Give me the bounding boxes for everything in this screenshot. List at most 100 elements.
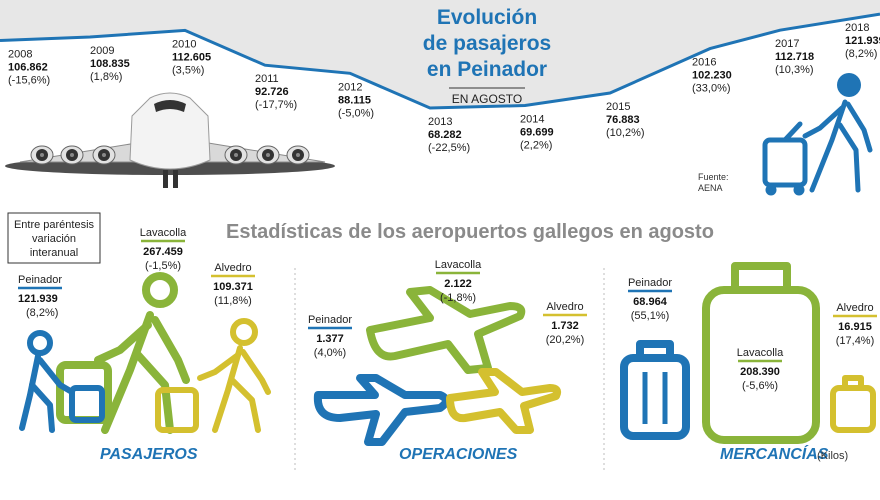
pct-label: (-15,6%) xyxy=(8,74,50,86)
traveller-icon xyxy=(762,73,873,196)
note-box: Entre paréntesis variación interanual xyxy=(7,212,101,264)
engine-icon xyxy=(286,145,310,165)
passengers-pictogram xyxy=(19,272,271,434)
year-label: 2013 xyxy=(428,116,452,128)
year-label: 2018 xyxy=(845,22,869,34)
pct-label: (-5,0%) xyxy=(338,107,374,119)
pct-label: (33,0%) xyxy=(692,83,731,95)
airport-pct: (4,0%) xyxy=(314,347,346,359)
airport-name: Peinador xyxy=(628,277,672,289)
airport-pct: (11,8%) xyxy=(214,295,252,307)
year-label: 2017 xyxy=(775,38,799,50)
airport-name: Lavacolla xyxy=(140,227,187,239)
pct-label: (3,5%) xyxy=(172,64,204,76)
cargo-unit: (Kilos) xyxy=(817,450,848,462)
engine-icon xyxy=(30,145,54,165)
note-line: interanual xyxy=(30,247,78,259)
chart-subtitle: EN AGOSTO xyxy=(452,92,522,106)
value-label: 92.726 xyxy=(255,86,289,98)
value-label: 76.883 xyxy=(606,114,640,126)
airport-value: 109.371 xyxy=(213,281,253,293)
value-label: 112.605 xyxy=(172,51,211,63)
airport-value: 267.459 xyxy=(143,246,183,258)
cockpit-window-icon xyxy=(154,100,186,112)
category-label-passengers: PASAJEROS xyxy=(100,446,198,463)
landing-gear xyxy=(163,170,168,188)
value-label: 121.939 xyxy=(845,35,880,47)
airport-name: Alvedro xyxy=(214,262,251,274)
airport-value: 208.390 xyxy=(740,366,780,378)
note-line: variación xyxy=(32,233,76,245)
airplane-fuselage xyxy=(129,92,211,170)
area-fill xyxy=(0,0,880,108)
year-label: 2008 xyxy=(8,48,32,60)
airport-value: 68.964 xyxy=(633,296,668,308)
airport-stat: Lavacolla 2.122 (-1,8%) xyxy=(435,259,482,304)
stats-section-title: Estadísticas de los aeropuertos gallegos… xyxy=(226,221,714,243)
engines xyxy=(30,145,310,165)
value-label: 68.282 xyxy=(428,129,462,141)
airport-value: 16.915 xyxy=(838,321,872,333)
area-line xyxy=(0,12,880,110)
airport-value: 121.939 xyxy=(18,293,58,305)
airport-pct: (-5,6%) xyxy=(742,380,778,392)
source-name: AENA xyxy=(698,183,723,193)
airport-value: 2.122 xyxy=(444,278,472,290)
airport-name: Alvedro xyxy=(836,302,873,314)
airport-pct: (55,1%) xyxy=(631,310,670,322)
category-label-cargo: MERCANCÍAS xyxy=(720,444,829,463)
source-note: Fuente: AENA xyxy=(698,172,729,193)
value-label: 106.862 xyxy=(8,61,48,73)
airport-stat-labels: Peinador 121.939 (8,2%) Lavacolla 267.459 (-1… xyxy=(18,227,877,392)
chart-title: Evolución de pasajeros en Peinador EN AG… xyxy=(423,6,551,106)
landing-gear xyxy=(173,170,178,188)
airport-name: Alvedro xyxy=(546,301,583,313)
airport-stat: Peinador 1.377 (4,0%) xyxy=(308,314,352,359)
airport-stat: Alvedro 109.371 (11,8%) xyxy=(211,262,255,307)
engine-icon xyxy=(256,145,280,165)
year-label: 2014 xyxy=(520,114,544,126)
airport-stat: Peinador 121.939 (8,2%) xyxy=(18,274,62,319)
airport-pct: (20,2%) xyxy=(546,334,585,346)
airport-stat: Peinador 68.964 (55,1%) xyxy=(628,277,672,322)
airport-pct: (8,2%) xyxy=(26,307,58,319)
airport-pct: (17,4%) xyxy=(836,335,875,347)
pct-label: (-17,7%) xyxy=(255,99,297,111)
category-label-operations: OPERACIONES xyxy=(399,446,518,463)
pct-label: (-22,5%) xyxy=(428,142,470,154)
airport-value: 1.377 xyxy=(316,333,344,345)
year-label: 2016 xyxy=(692,57,716,69)
note-line: Entre paréntesis xyxy=(14,219,95,231)
operations-pictogram xyxy=(313,286,562,446)
airport-name: Lavacolla xyxy=(435,259,482,271)
airport-value: 1.732 xyxy=(551,320,579,332)
airport-name: Peinador xyxy=(18,274,62,286)
value-label: 69.699 xyxy=(520,127,554,139)
value-label: 112.718 xyxy=(775,51,814,63)
title-line-2: de pasajeros xyxy=(423,32,551,55)
engine-icon xyxy=(92,145,116,165)
pct-label: (2,2%) xyxy=(520,140,552,152)
pct-label: (1,8%) xyxy=(90,71,122,83)
airport-name: Peinador xyxy=(308,314,352,326)
airplane-illustration xyxy=(5,92,335,188)
year-label: 2012 xyxy=(338,81,362,93)
year-label: 2015 xyxy=(606,101,630,113)
airport-stat: Alvedro 1.732 (20,2%) xyxy=(543,301,587,346)
year-label: 2009 xyxy=(90,45,114,57)
value-label: 88.115 xyxy=(338,94,371,106)
cargo-pictogram xyxy=(620,262,876,444)
title-line-1: Evolución xyxy=(437,6,537,29)
year-label: 2010 xyxy=(172,38,196,50)
